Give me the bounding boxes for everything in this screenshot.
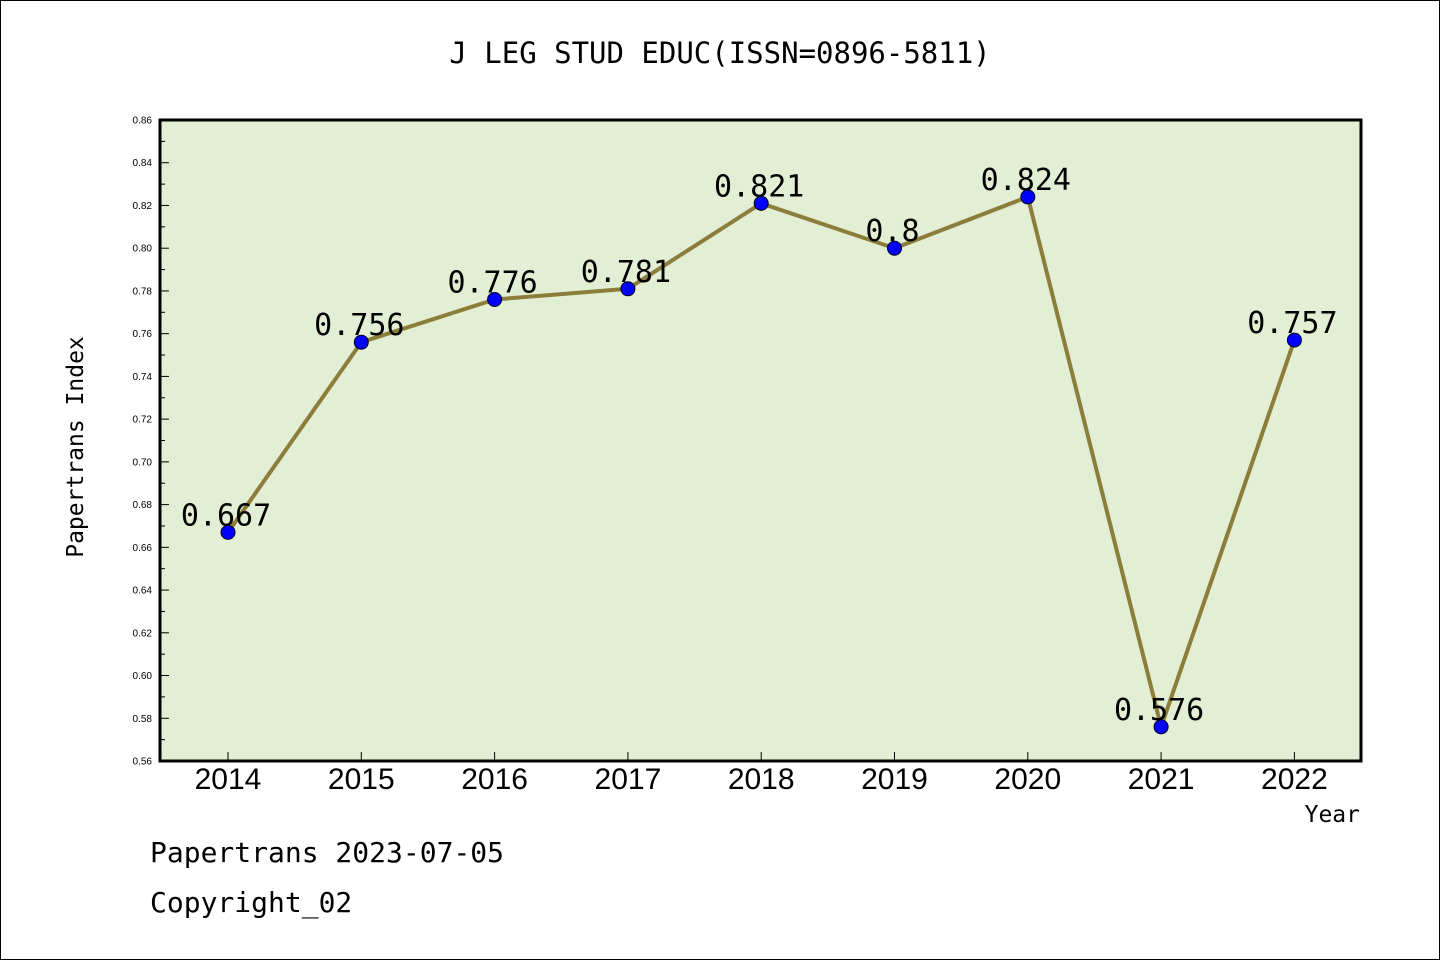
x-tick-label: 2022 bbox=[1261, 763, 1328, 796]
x-tick-label: 2018 bbox=[728, 763, 795, 796]
plot-area bbox=[160, 120, 1361, 761]
data-label: 0.821 bbox=[714, 169, 804, 204]
y-tick-label: 0.80 bbox=[133, 244, 153, 255]
data-point bbox=[487, 291, 503, 307]
x-axis: 2014 2015 2016 2017 2018 2019 2020 2021 2022 bbox=[195, 752, 1328, 796]
x-axis-label: Year bbox=[1304, 802, 1360, 828]
data-point bbox=[1286, 332, 1302, 348]
y-tick-label: 0.74 bbox=[133, 372, 153, 383]
footer-date-text: Papertrans 2023-07-05 bbox=[150, 836, 505, 869]
y-tick-label: 0.86 bbox=[133, 116, 153, 127]
y-tick-label: 0.62 bbox=[133, 628, 153, 639]
x-tick-label: 2019 bbox=[861, 763, 928, 796]
x-tick-label: 2016 bbox=[461, 763, 528, 796]
y-tick-label: 0.70 bbox=[133, 457, 153, 468]
y-tick-label: 0.68 bbox=[133, 500, 153, 511]
x-tick-label: 2015 bbox=[328, 763, 395, 796]
y-tick-label: 0.76 bbox=[133, 329, 153, 340]
y-tick-label: 0.64 bbox=[133, 586, 153, 597]
data-label: 0.776 bbox=[447, 265, 537, 300]
chart-title: J LEG STUD EDUC(ISSN=0896-5811) bbox=[449, 36, 991, 70]
data-labels: 0.667 0.756 0.776 0.781 0.821 0.8 0.824 0.576 0.… bbox=[181, 163, 1338, 728]
y-tick-label: 0.58 bbox=[133, 714, 153, 725]
data-point bbox=[220, 524, 236, 540]
x-tick-label: 2020 bbox=[994, 763, 1061, 796]
plot-border bbox=[158, 118, 1363, 763]
data-point bbox=[753, 195, 769, 211]
data-label: 0.756 bbox=[314, 308, 404, 343]
y-tick-label: 0.56 bbox=[133, 757, 153, 768]
data-point bbox=[1153, 719, 1169, 735]
data-label: 0.667 bbox=[181, 498, 271, 533]
data-point bbox=[1020, 189, 1036, 205]
data-label: 0.576 bbox=[1114, 693, 1204, 728]
y-tick-label: 0.78 bbox=[133, 286, 153, 297]
y-tick-label: 0.60 bbox=[133, 671, 153, 682]
data-point bbox=[620, 281, 636, 297]
data-point bbox=[887, 240, 902, 256]
data-label: 0.824 bbox=[981, 163, 1071, 198]
y-tick-label: 0.84 bbox=[133, 158, 153, 169]
y-tick-label: 0.66 bbox=[133, 543, 153, 554]
data-label: 0.8 bbox=[865, 214, 919, 249]
data-point bbox=[353, 334, 369, 350]
data-label: 0.781 bbox=[581, 255, 671, 290]
x-tick-label: 2014 bbox=[195, 763, 262, 796]
x-tick-label: 2017 bbox=[595, 763, 662, 796]
footer-copyright-text: Copyright_02 bbox=[150, 886, 353, 919]
y-tick-label: 0.82 bbox=[133, 201, 153, 212]
data-label: 0.757 bbox=[1247, 306, 1337, 341]
y-tick-label: 0.72 bbox=[133, 415, 153, 426]
data-points bbox=[220, 189, 1302, 735]
x-tick-label: 2021 bbox=[1128, 763, 1195, 796]
